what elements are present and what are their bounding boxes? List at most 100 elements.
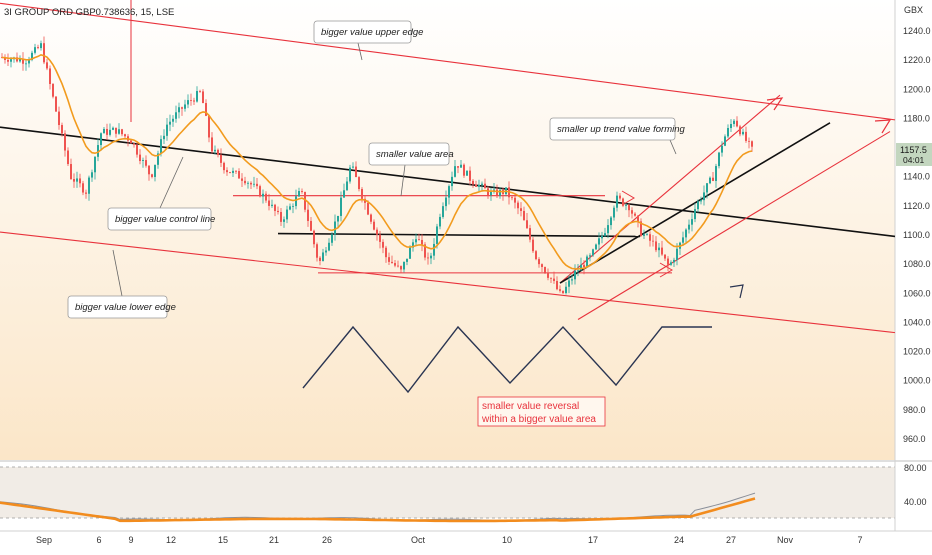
currency-label: GBX [904,5,923,15]
candle-body [745,131,747,141]
candle-body [718,152,720,167]
candle-body [199,91,201,92]
x-tick-label: 26 [322,535,332,545]
trend-line[interactable] [0,231,896,334]
candle-body [724,136,726,146]
candle-body [310,220,312,231]
trend-line[interactable] [577,131,891,320]
callout-control-line[interactable]: bigger value control line [107,156,215,231]
candle-body [712,177,714,181]
candle-body [325,250,327,253]
candle-body [457,166,459,168]
candle-body [136,144,138,155]
candle-body [730,124,732,129]
candle-body [532,239,534,252]
candle-body [541,264,543,267]
candle-body [142,160,144,161]
x-tick-label: 24 [674,535,684,545]
candle-body [298,191,300,197]
trend-line[interactable] [0,2,896,121]
candle-body [19,58,21,62]
candle-body [646,234,648,236]
candle-body [499,189,501,196]
symbol-title[interactable]: 3I GROUP ORD GBP0.738636, 15, LSE [4,7,174,18]
price-axis: 1240.01220.01200.01180.01160.01140.01120… [903,26,931,444]
y-tick-label: 1040.0 [903,317,931,327]
candle-body [316,244,318,258]
candle-body [475,184,477,187]
candle-body [289,206,291,210]
candle-body [214,149,216,152]
candle-body [133,143,135,145]
candle-body [484,183,486,189]
trend-line[interactable] [559,94,781,284]
candle-body [55,96,57,112]
candle-body [109,129,111,135]
candle-body [331,234,333,243]
candle-body [220,154,222,163]
x-tick-label: 15 [218,535,228,545]
candle-body [400,266,402,270]
candle-body [655,241,657,251]
countdown-value: 04:01 [903,155,925,165]
candle-body [694,209,696,220]
candle-body [403,261,405,270]
trend-line[interactable] [277,232,641,238]
oscillator-level-low: 40.00 [904,497,927,507]
candle-body [676,248,678,260]
candle-body [469,170,471,181]
candle-body [217,149,219,155]
candle-body [73,179,75,182]
candle-body [385,247,387,258]
candle-body [517,202,519,209]
candle-body [241,178,243,181]
callout-lower-edge[interactable]: bigger value lower edge [67,249,176,319]
candle-body [250,182,252,185]
candle-body [319,257,321,261]
candle-body [406,258,408,262]
callout-reversal[interactable]: smaller value reversal within a bigger v… [477,396,606,427]
candle-body [22,58,24,64]
candle-body [697,201,699,210]
candle-body [259,186,261,197]
candle-body [58,111,60,126]
candle-body [430,255,432,259]
candle-body [382,241,384,248]
candle-body [700,200,702,202]
candle-body [472,180,474,185]
candle-body [262,193,264,197]
candle-body [172,118,174,122]
trend-line[interactable] [559,122,831,284]
candle-body [211,137,213,152]
uptrend-arrowhead [766,97,784,111]
callout-smaller-uptrend[interactable]: smaller up trend value forming [549,117,685,155]
candle-body [652,240,654,242]
callout-upper-edge[interactable]: bigger value upper edge [313,20,423,61]
oscillator-level-high: 80.00 [904,463,927,473]
candle-body [622,198,624,206]
candle-body [208,115,210,138]
candle-body [271,204,273,206]
candle-body [391,261,393,264]
candle-body [394,263,396,266]
candle-body [115,127,117,134]
candle-body [193,100,195,102]
candle-body [31,52,33,60]
candle-body [334,221,336,235]
candle-body [88,177,90,194]
candle-body [547,272,549,278]
callout-smaller-area[interactable]: smaller value area [368,142,454,197]
candle-body [415,239,417,243]
candle-body [373,221,375,230]
candle-body [196,91,198,102]
trend-lines [0,2,896,334]
candle-body [736,120,738,127]
candle-body [529,228,531,240]
y-tick-label: 1120.0 [903,201,930,211]
candle-body [706,183,708,193]
last-price-tag: 1157.5 04:01 [896,143,932,166]
candle-body [79,178,81,184]
candle-body [664,254,666,259]
y-tick-label: 980.0 [903,405,926,415]
